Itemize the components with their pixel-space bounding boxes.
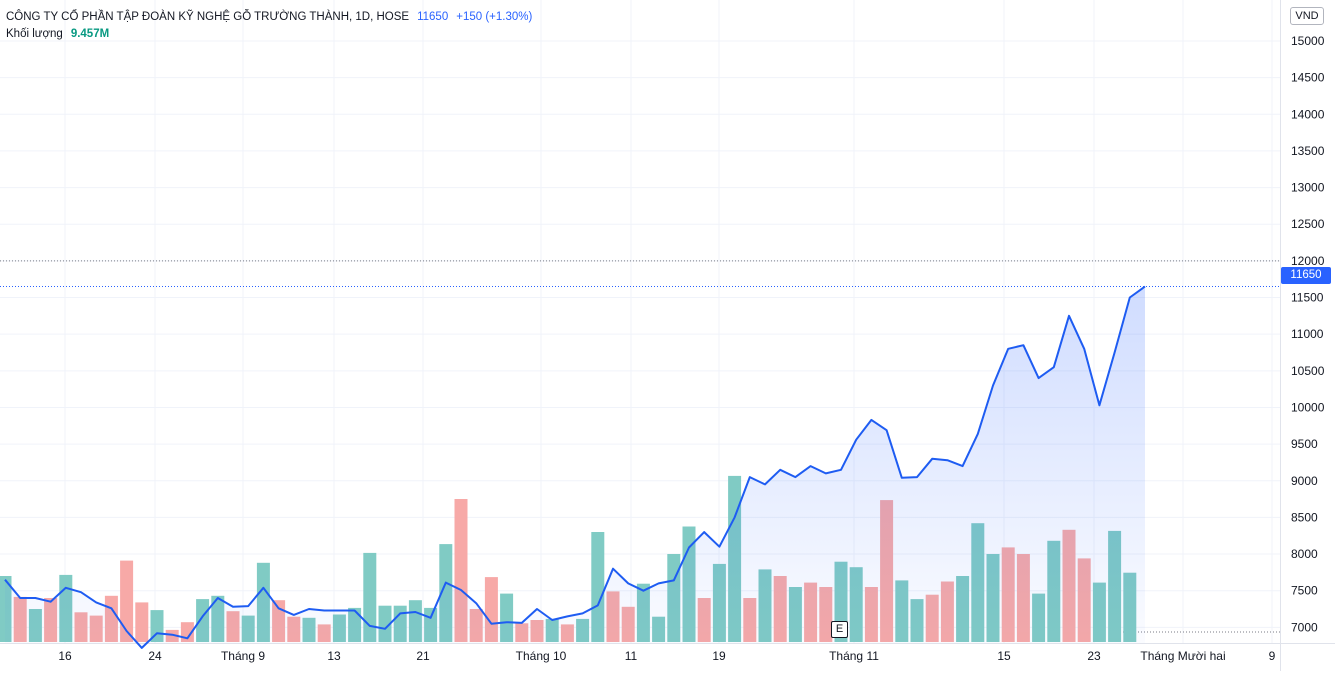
price-area-fill — [5, 287, 1145, 648]
y-tick-label: 8000 — [1291, 547, 1318, 561]
price-axis[interactable]: 15000 14500 14000 13500 13000 12500 12000 11500… — [1291, 34, 1325, 634]
volume-label: Khối lượng — [6, 26, 63, 43]
x-tick-label: 9 — [1269, 649, 1276, 663]
earnings-marker[interactable]: E — [831, 621, 848, 638]
time-axis[interactable]: 16 24 Tháng 9 13 21 Tháng 10 11 19 Tháng 11 15 23 T… — [58, 649, 1275, 663]
y-tick-label: 8500 — [1291, 510, 1318, 524]
x-tick-label: 19 — [712, 649, 726, 663]
x-tick-label: 13 — [327, 649, 341, 663]
currency-button[interactable]: VND — [1290, 7, 1324, 25]
y-tick-label: 15000 — [1291, 34, 1325, 48]
volume-value: 9.457M — [71, 26, 109, 43]
last-price: 11650 — [417, 9, 448, 26]
y-tick-label: 7500 — [1291, 584, 1318, 598]
y-tick-label: 11000 — [1291, 327, 1324, 341]
x-tick-label: Tháng 9 — [221, 649, 265, 663]
last-price-badge: 11650 — [1281, 267, 1331, 284]
x-tick-label: Tháng 10 — [516, 649, 567, 663]
chart-legend: CÔNG TY CỔ PHẦN TẬP ĐOÀN KỸ NGHỆ GỖ TRƯỜ… — [6, 9, 532, 43]
y-tick-label: 13000 — [1291, 181, 1325, 195]
y-tick-label: 9000 — [1291, 474, 1318, 488]
x-tick-label: Tháng 11 — [829, 649, 879, 663]
y-tick-label: 14000 — [1291, 107, 1325, 121]
y-tick-label: 14500 — [1291, 71, 1325, 85]
volume-bar — [135, 602, 148, 642]
x-tick-label: 23 — [1087, 649, 1101, 663]
x-tick-label: 11 — [625, 649, 638, 663]
price-change: +150 (+1.30%) — [456, 9, 532, 26]
y-tick-label: 10500 — [1291, 364, 1325, 378]
y-tick-label: 12500 — [1291, 217, 1325, 231]
y-tick-label: 7000 — [1291, 620, 1318, 634]
x-tick-label: 15 — [997, 649, 1011, 663]
y-tick-label: 13500 — [1291, 144, 1325, 158]
x-tick-label: 21 — [416, 649, 430, 663]
price-area — [5, 287, 1145, 648]
y-tick-label: 12000 — [1291, 254, 1325, 268]
x-tick-label: 24 — [148, 649, 162, 663]
symbol-title: CÔNG TY CỔ PHẦN TẬP ĐOÀN KỸ NGHỆ GỖ TRƯỜ… — [6, 9, 409, 26]
y-tick-label: 11500 — [1291, 291, 1324, 305]
x-tick-label: Tháng Mười hai — [1140, 649, 1225, 663]
y-tick-label: 10000 — [1291, 400, 1325, 414]
y-tick-label: 9500 — [1291, 437, 1318, 451]
x-tick-label: 16 — [58, 649, 72, 663]
